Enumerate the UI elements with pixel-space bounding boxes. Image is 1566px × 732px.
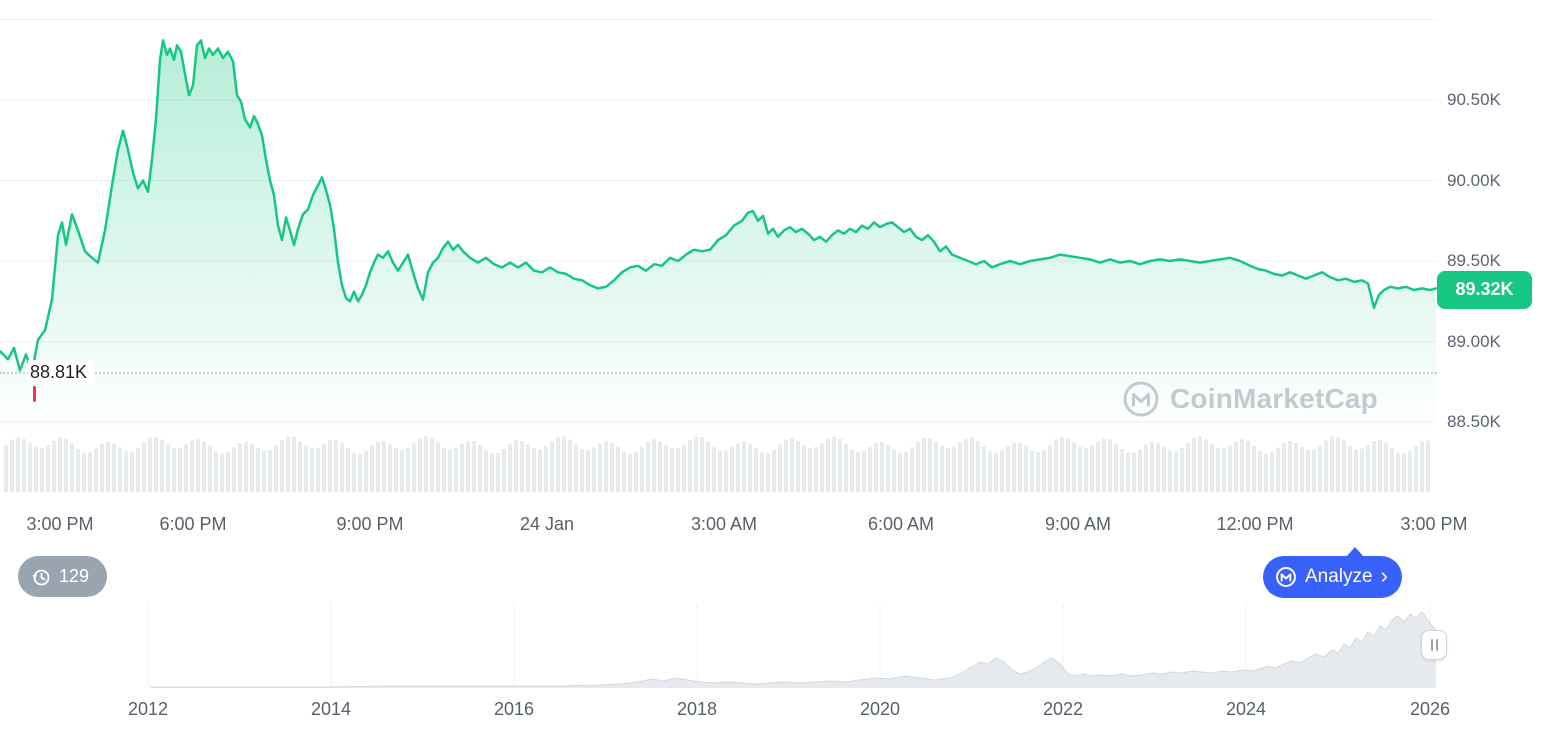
x-axis-label: 9:00 PM bbox=[336, 514, 404, 534]
x-axis-label: 9:00 AM bbox=[1044, 514, 1112, 534]
range-low-marker bbox=[33, 386, 36, 403]
y-axis-label: 90.50K bbox=[1447, 90, 1501, 109]
watching-count: 129 bbox=[59, 566, 90, 586]
y-axis-label: 89.50K bbox=[1447, 251, 1501, 270]
analyze-button[interactable]: Analyze › bbox=[1263, 556, 1402, 598]
navigator-handle-grip bbox=[1430, 639, 1433, 651]
navigator-year-label: 2018 bbox=[676, 699, 718, 719]
navigator-handle[interactable] bbox=[1421, 630, 1447, 660]
x-axis-label: 3:00 PM bbox=[1400, 514, 1468, 534]
navigator-year-label: 2022 bbox=[1042, 699, 1084, 719]
analyze-label: Analyze bbox=[1305, 566, 1373, 587]
navigator-year-label: 2014 bbox=[310, 699, 352, 719]
current-price-badge: 89.32K bbox=[1437, 270, 1532, 309]
navigator-year-label: 2016 bbox=[493, 699, 535, 719]
x-axis-label: 24 Jan bbox=[519, 514, 575, 534]
navigator-handle-grip bbox=[1435, 639, 1438, 651]
watermark-text: CoinMarketCap bbox=[1170, 383, 1378, 414]
chevron-right-icon: › bbox=[1380, 563, 1388, 588]
x-axis-label: 3:00 AM bbox=[690, 514, 758, 534]
navigator-year-label: 2012 bbox=[127, 699, 169, 719]
x-axis-label: 3:00 PM bbox=[26, 514, 94, 534]
y-axis-label: 90.00K bbox=[1447, 171, 1501, 190]
coinmarketcap-logo-icon bbox=[1276, 567, 1296, 587]
navigator-year-label: 2020 bbox=[859, 699, 901, 719]
x-axis-label: 6:00 PM bbox=[159, 514, 227, 534]
analyze-pointer bbox=[1346, 547, 1364, 557]
current-price-value: 89.32K bbox=[1455, 279, 1514, 300]
y-axis-label: 88.50K bbox=[1447, 412, 1501, 431]
history-clock-icon bbox=[32, 569, 50, 585]
navigator-year-label: 2024 bbox=[1225, 699, 1267, 719]
date-range-navigator[interactable] bbox=[0, 600, 1440, 692]
price-chart-plot[interactable] bbox=[0, 0, 1437, 500]
x-axis-label: 12:00 PM bbox=[1216, 514, 1294, 534]
coinmarketcap-logo-icon bbox=[1123, 381, 1159, 417]
range-low-label: 88.81K bbox=[28, 360, 96, 385]
range-low-dotted-line bbox=[0, 372, 1437, 375]
watching-count-badge: 129 bbox=[18, 556, 108, 597]
y-axis-label: 89.00K bbox=[1447, 332, 1501, 351]
navigator-year-label: 2026 bbox=[1409, 699, 1451, 719]
x-axis-label: 6:00 AM bbox=[867, 514, 935, 534]
coinmarketcap-watermark: CoinMarketCap bbox=[1122, 380, 1378, 418]
